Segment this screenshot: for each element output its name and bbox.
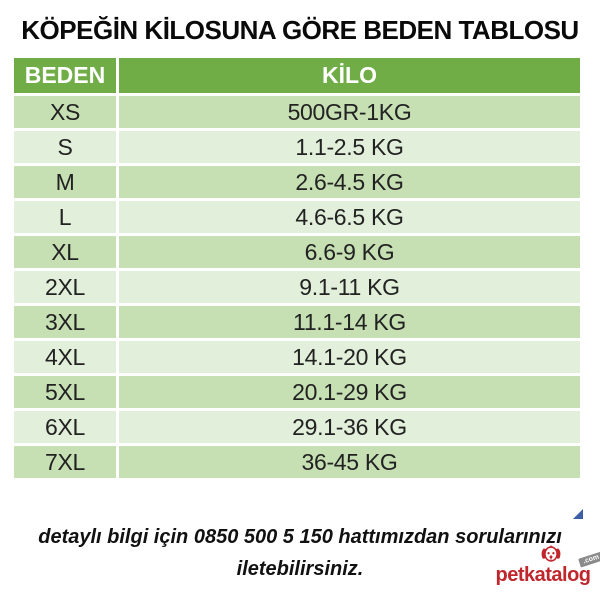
table-row: S 1.1-2.5 KG <box>14 131 580 163</box>
weight-cell: 14.1-20 KG <box>119 341 580 373</box>
size-cell: XL <box>14 236 116 268</box>
weight-cell: 1.1-2.5 KG <box>119 131 580 163</box>
dog-icon <box>541 545 561 562</box>
table-row: 3XL 11.1-14 KG <box>14 306 580 338</box>
header-row: BEDEN KİLO <box>14 58 580 93</box>
size-cell: XS <box>14 96 116 128</box>
size-cell: 6XL <box>14 411 116 443</box>
weight-cell: 36-45 KG <box>119 446 580 478</box>
header-size: BEDEN <box>14 58 116 93</box>
header-weight: KİLO <box>119 58 580 93</box>
weight-cell: 20.1-29 KG <box>119 376 580 408</box>
size-cell: S <box>14 131 116 163</box>
size-cell: 2XL <box>14 271 116 303</box>
table-row: XL 6.6-9 KG <box>14 236 580 268</box>
table-row: L 4.6-6.5 KG <box>14 201 580 233</box>
table-resize-corner-icon <box>573 509 583 519</box>
weight-cell: 500GR-1KG <box>119 96 580 128</box>
size-cell: 5XL <box>14 376 116 408</box>
weight-cell: 4.6-6.5 KG <box>119 201 580 233</box>
table-row: 5XL 20.1-29 KG <box>14 376 580 408</box>
footer-note-line2: iletebilirsiniz. <box>236 558 364 580</box>
page-title: KÖPEĞİN KİLOSUNA GÖRE BEDEN TABLOSU <box>21 15 579 45</box>
table-row: XS 500GR-1KG <box>14 96 580 128</box>
logo-text: petkatalog <box>495 564 591 586</box>
weight-cell: 2.6-4.5 KG <box>119 166 580 198</box>
weight-cell: 6.6-9 KG <box>119 236 580 268</box>
size-cell: L <box>14 201 116 233</box>
size-cell: 7XL <box>14 446 116 478</box>
size-cell: 3XL <box>14 306 116 338</box>
petkatalog-logo: petkatalog .com <box>486 544 600 586</box>
size-weight-table: BEDEN KİLO XS 500GR-1KG S 1.1-2.5 KG M 2… <box>11 55 583 481</box>
footer-note: detaylı bilgi için 0850 500 5 150 hattım… <box>0 521 600 585</box>
table-row: 4XL 14.1-20 KG <box>14 341 580 373</box>
weight-cell: 11.1-14 KG <box>119 306 580 338</box>
weight-cell: 9.1-11 KG <box>119 271 580 303</box>
size-cell: M <box>14 166 116 198</box>
table-row: 6XL 29.1-36 KG <box>14 411 580 443</box>
table-row: M 2.6-4.5 KG <box>14 166 580 198</box>
table-row: 7XL 36-45 KG <box>14 446 580 478</box>
weight-cell: 29.1-36 KG <box>119 411 580 443</box>
footer-note-line1: detaylı bilgi için 0850 500 5 150 hattım… <box>38 526 562 548</box>
size-cell: 4XL <box>14 341 116 373</box>
table-row: 2XL 9.1-11 KG <box>14 271 580 303</box>
